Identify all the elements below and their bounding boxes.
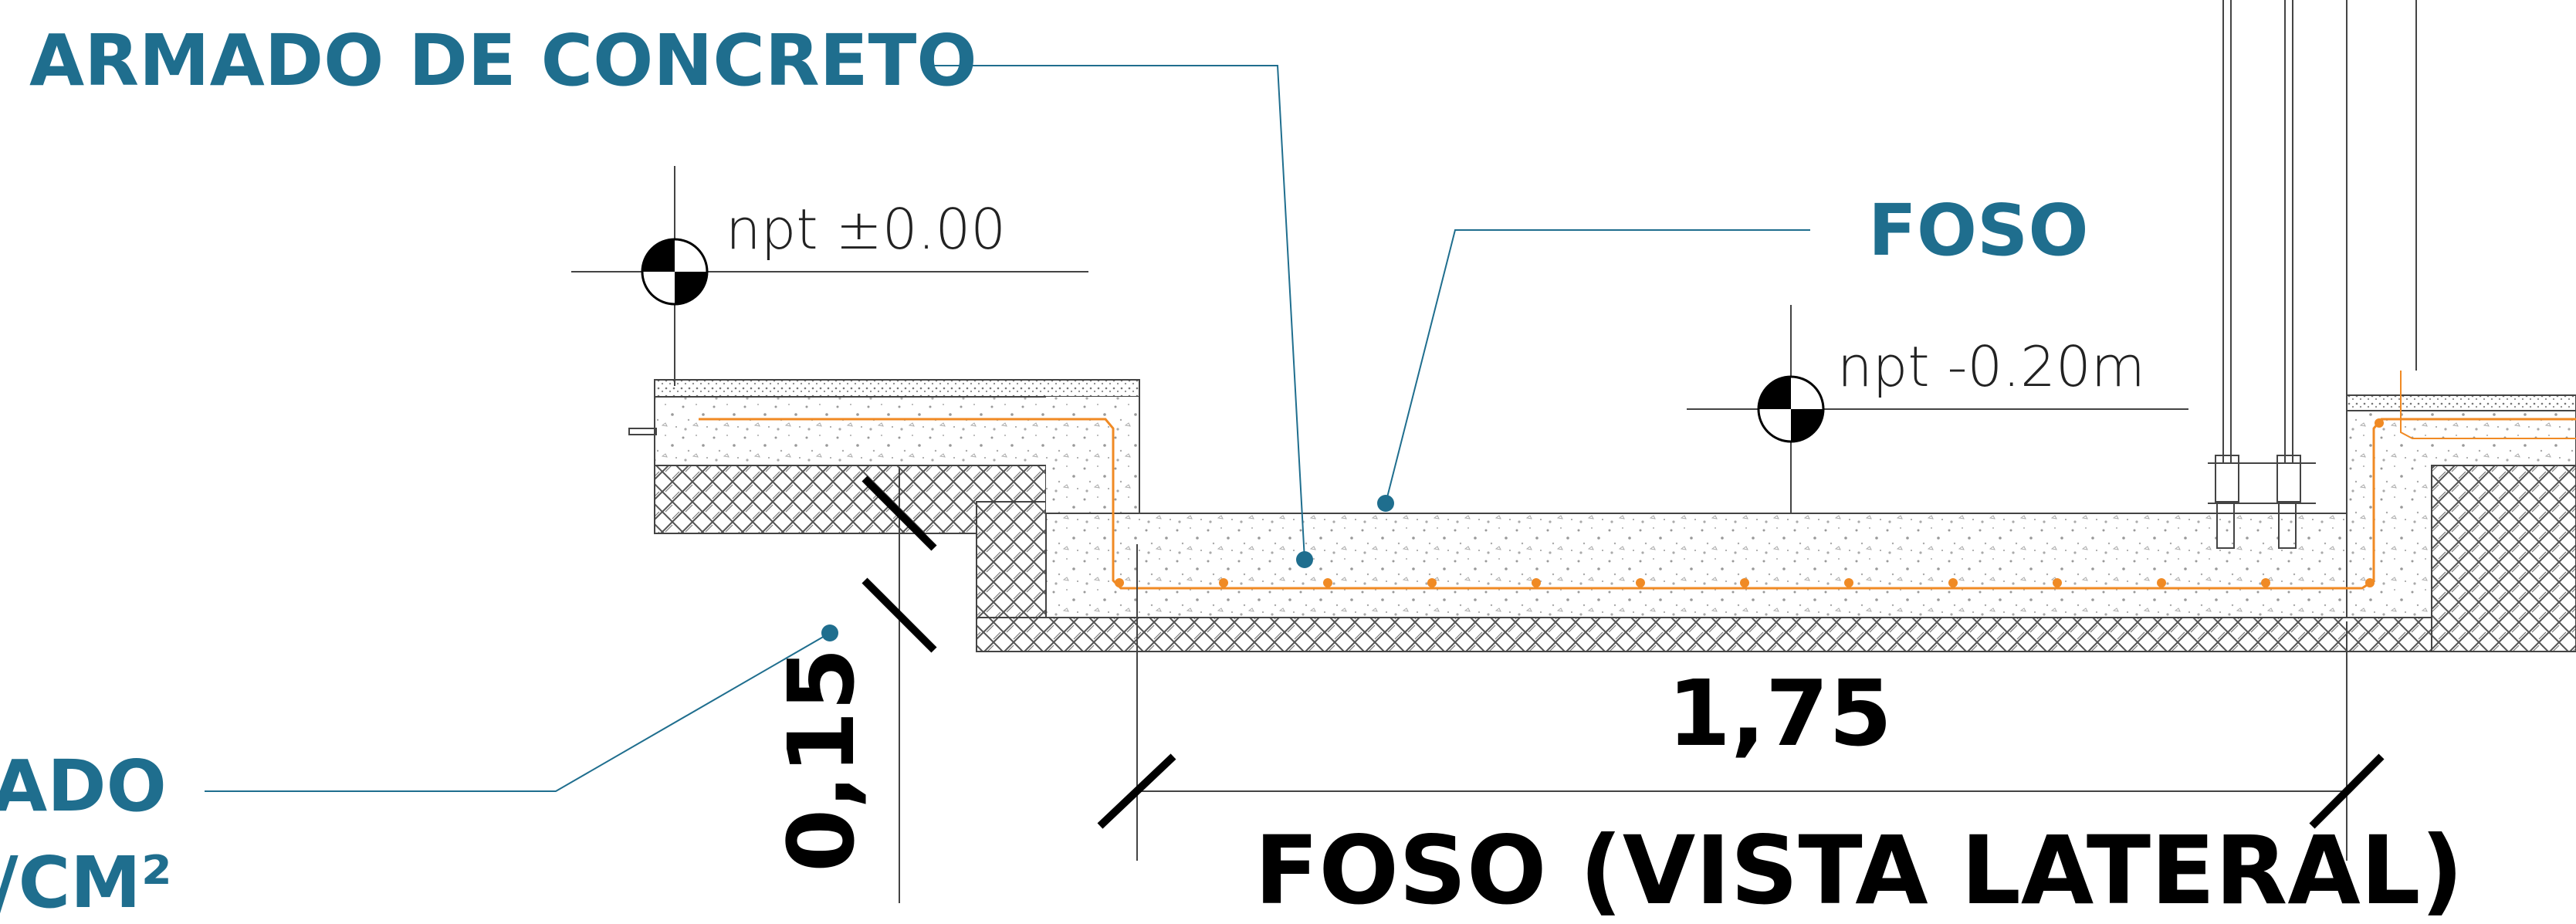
dimension-width: [1097, 544, 2385, 861]
rebar-section-dots: [1115, 418, 2384, 587]
label-left-cut-line1: ADO: [0, 745, 167, 828]
leader-dot-armado: [1296, 551, 1313, 568]
soil-step-left: [976, 501, 1048, 620]
concrete-right-slab: [2346, 410, 2576, 618]
leader-dot-left: [821, 624, 838, 641]
label-foso: FOSO: [1868, 189, 2089, 272]
level-marker-top: [571, 166, 1088, 386]
level-marker-pit: [1687, 305, 2188, 513]
leader-armado-concreto: [930, 65, 1305, 560]
finish-layer-left: [654, 379, 1140, 398]
dimension-width-label: 1,75: [1667, 660, 1892, 767]
level-pit-label: npt -0.20m: [1837, 334, 2145, 399]
pipe-stub-icon: [628, 428, 657, 435]
label-armado-concreto: ARMADO DE CONCRETO: [29, 19, 977, 102]
dimension-depth-label: 0,15: [768, 648, 875, 872]
leader-dot-foso: [1377, 495, 1394, 512]
dimension-depth: [861, 467, 937, 903]
concrete-left-wall: [1046, 397, 1139, 513]
finish-layer-right: [2346, 394, 2576, 411]
concrete-pit-floor: [1045, 513, 2432, 618]
leader-left-callout: [205, 632, 831, 792]
level-top-label: npt ±0.00: [726, 197, 1006, 262]
soil-under-pit: [976, 617, 2436, 652]
rebar-hook-right: [2400, 371, 2576, 439]
label-left-cut-line2: /CM²: [0, 841, 172, 924]
leader-foso: [1385, 229, 1810, 504]
drawing-title: FOSO (VISTA LATERAL): [1254, 816, 2463, 924]
elevator-rail-assembly: [2208, 0, 2417, 549]
soil-right: [2431, 465, 2576, 652]
